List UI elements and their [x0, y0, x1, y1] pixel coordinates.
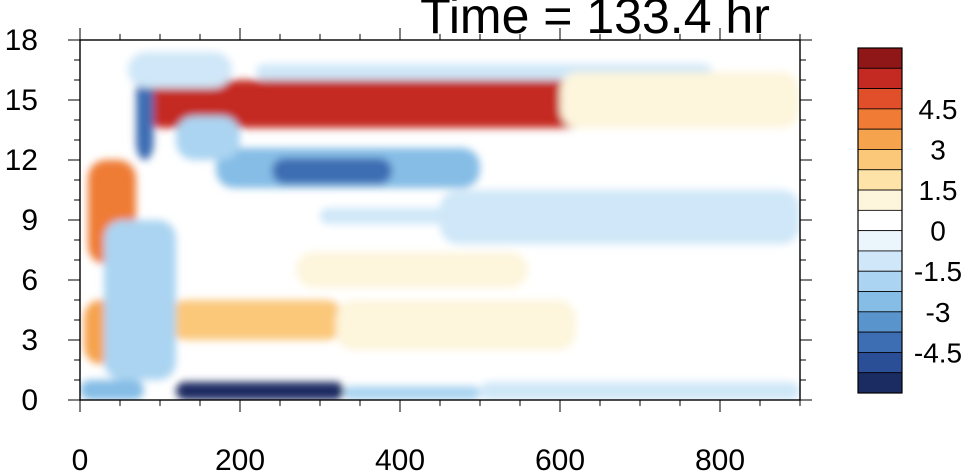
colorbar-tick-label: -4.5 [914, 337, 962, 368]
heatmap-cell-15 [80, 380, 144, 400]
y-tick-label: 12 [5, 144, 38, 177]
heatmap-cell-4 [272, 158, 392, 184]
y-tick-label: 9 [21, 204, 38, 237]
colorbar-box [857, 291, 903, 313]
colorbar-box [857, 250, 903, 272]
colorbar-tick-label: 0 [930, 216, 946, 247]
colorbar-box [857, 128, 903, 150]
y-tick-label: 3 [21, 324, 38, 357]
heatmap-cell-13 [592, 320, 800, 356]
colorbar-tick-label: 4.5 [919, 94, 958, 125]
colorbar-box [857, 47, 903, 69]
colorbar-box [857, 108, 903, 130]
y-axis: 0 3 6 9 12 15 18 [5, 24, 812, 417]
heatmap-cell-2 [136, 72, 154, 160]
heatmap-cell-17 [344, 386, 480, 400]
colorbar-tick-label: 1.5 [919, 175, 958, 206]
colorbar-box [857, 270, 903, 292]
colorbar-tick-label: -3 [926, 297, 951, 328]
colorbar-box [857, 331, 903, 353]
heatmap-cell-11 [336, 300, 576, 350]
y-tick-label: 18 [5, 24, 38, 57]
colorbar-box [857, 67, 903, 89]
colorbar-box [857, 189, 903, 211]
chart-title: Time = 133.4 hr [420, 0, 770, 44]
colorbar-box [857, 169, 903, 191]
colorbar-tick-label: 3 [930, 134, 946, 165]
heatmap-cell-12 [296, 252, 528, 288]
colorbar-box [857, 372, 903, 394]
x-axis: 0 200 400 600 800 [72, 28, 801, 473]
heatmap-cell-14 [560, 72, 800, 128]
heatmap-cell-18 [480, 382, 800, 400]
colorbar-box [857, 352, 903, 374]
colorbar-frame [857, 47, 903, 394]
x-tick-label: 200 [215, 444, 265, 473]
colorbar-box [857, 209, 903, 232]
x-tick-label: 600 [535, 444, 585, 473]
colorbar-box [857, 149, 903, 171]
heatmap-cell-10 [168, 300, 344, 340]
x-tick-label: 0 [72, 444, 89, 473]
colorbar-box [857, 88, 903, 110]
colorbar-box [857, 230, 903, 252]
heatmap-cell-20 [176, 116, 240, 160]
x-tick-label: 400 [375, 444, 425, 473]
heatmap-cell-16 [176, 382, 344, 400]
x-tick-label: 800 [695, 444, 745, 473]
colorbar-box [857, 311, 903, 333]
heatmap-cell-6 [128, 52, 232, 88]
heatmap-cell-21 [320, 208, 600, 224]
heatmap-field [80, 52, 800, 400]
colorbar-tick-label: -1.5 [914, 256, 962, 287]
y-tick-label: 0 [21, 384, 38, 417]
y-tick-label: 6 [21, 264, 38, 297]
heatmap-cell-5 [440, 190, 800, 244]
colorbar: 4.5 3 1.5 0 -1.5 -3 -4.5 [857, 47, 962, 394]
heatmap-cell-19 [104, 220, 176, 380]
y-tick-label: 15 [5, 84, 38, 117]
